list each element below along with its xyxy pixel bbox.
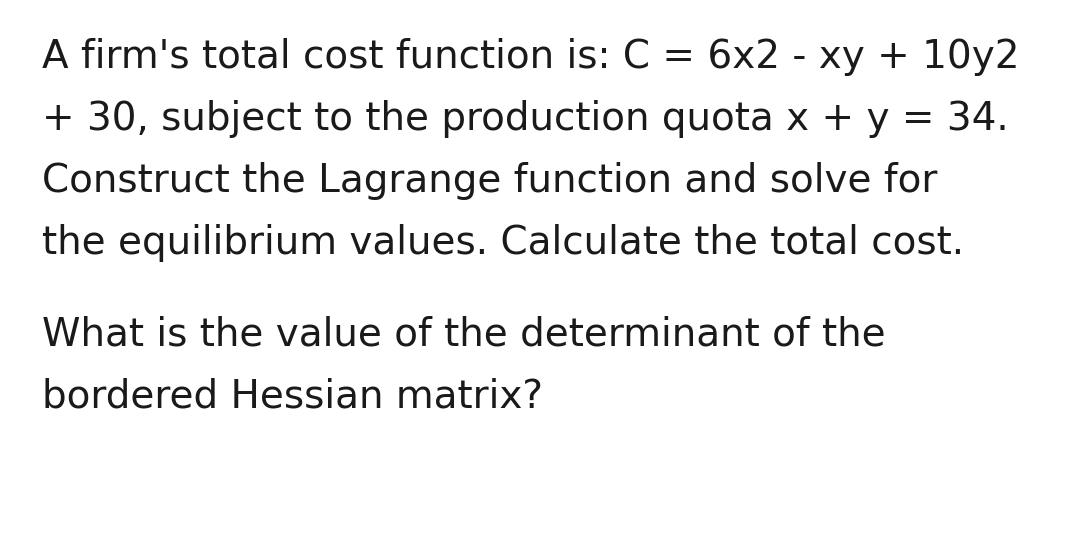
Text: Construct the Lagrange function and solve for: Construct the Lagrange function and solv… bbox=[42, 162, 937, 200]
Text: bordered Hessian matrix?: bordered Hessian matrix? bbox=[42, 378, 543, 416]
Text: the equilibrium values. Calculate the total cost.: the equilibrium values. Calculate the to… bbox=[42, 224, 964, 262]
Text: A firm's total cost function is: C = 6x2 - xy + 10y2: A firm's total cost function is: C = 6x2… bbox=[42, 38, 1020, 76]
Text: What is the value of the determinant of the: What is the value of the determinant of … bbox=[42, 316, 886, 354]
Text: + 30, subject to the production quota x + y = 34.: + 30, subject to the production quota x … bbox=[42, 100, 1009, 138]
